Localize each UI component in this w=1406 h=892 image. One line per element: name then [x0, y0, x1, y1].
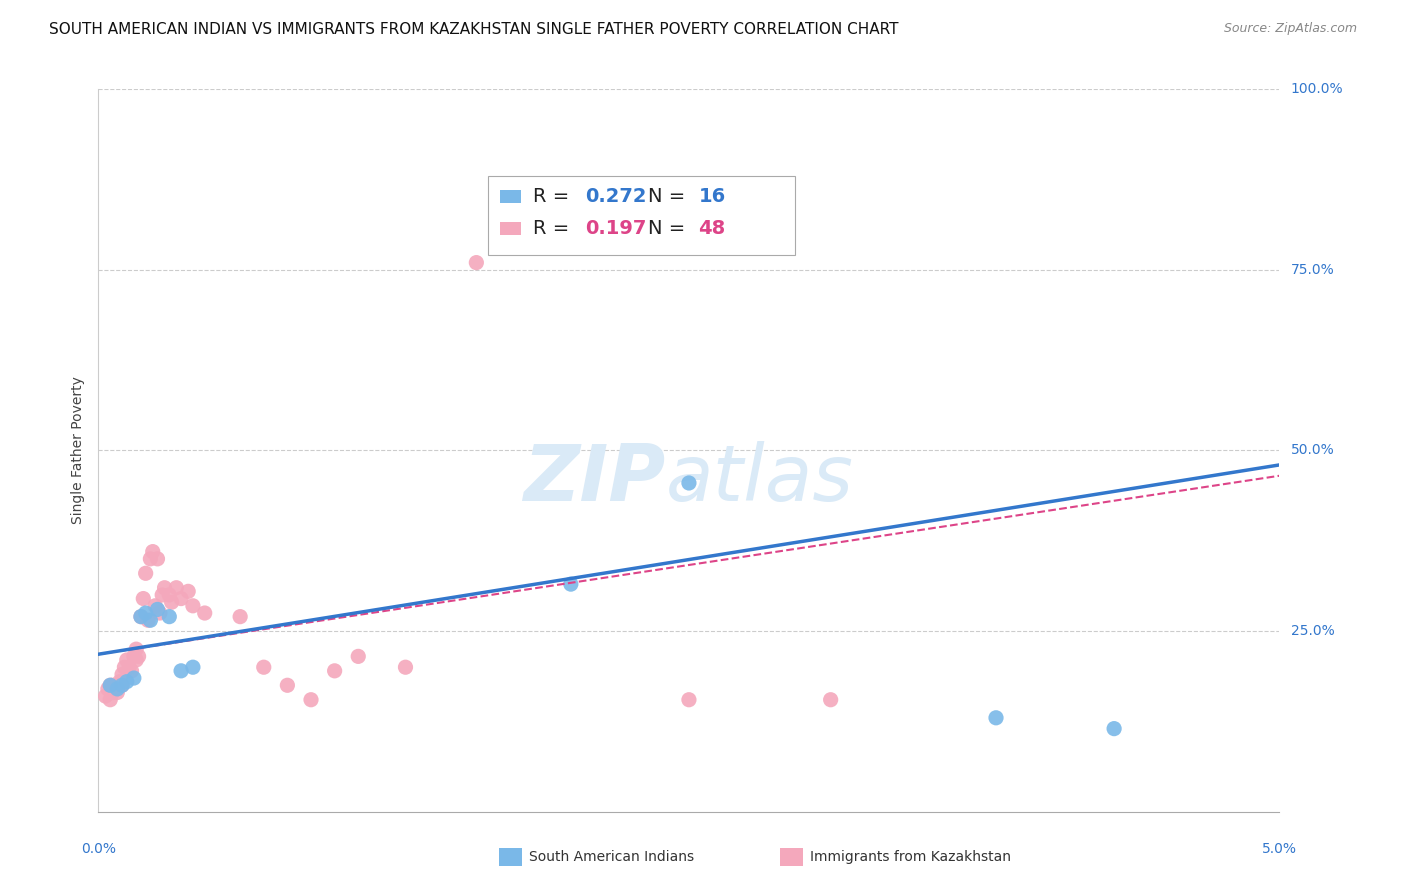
Point [105, 681, 128, 696]
Point [139, 613, 162, 627]
Point [129, 609, 152, 624]
Point [125, 642, 148, 657]
Point [984, 711, 1007, 725]
Point [465, 255, 488, 269]
Point [128, 649, 150, 664]
Point [170, 591, 193, 606]
Point [1102, 722, 1125, 736]
Point [560, 577, 582, 591]
Point [132, 591, 155, 606]
Text: R =: R = [533, 219, 575, 238]
Point [108, 674, 131, 689]
Point [118, 660, 141, 674]
Point [101, 685, 124, 699]
Text: 5.0%: 5.0% [1263, 842, 1296, 856]
Point [135, 566, 157, 581]
Point [146, 602, 169, 616]
Text: SOUTH AMERICAN INDIAN VS IMMIGRANTS FROM KAZAKHSTAN SINGLE FATHER POVERTY CORREL: SOUTH AMERICAN INDIAN VS IMMIGRANTS FROM… [49, 22, 898, 37]
Point [97, 681, 120, 696]
Text: R =: R = [533, 186, 575, 206]
Text: Source: ZipAtlas.com: Source: ZipAtlas.com [1223, 22, 1357, 36]
Point [394, 660, 416, 674]
Point [157, 588, 180, 602]
Point [139, 551, 162, 566]
Point [94, 689, 117, 703]
Text: South American Indians: South American Indians [529, 850, 693, 864]
Point [112, 660, 135, 674]
Point [160, 595, 183, 609]
Point [111, 667, 134, 681]
Point [136, 613, 159, 627]
FancyBboxPatch shape [501, 190, 522, 202]
Point [111, 678, 134, 692]
Y-axis label: Single Father Poverty: Single Father Poverty [72, 376, 86, 524]
Text: 0.272: 0.272 [585, 186, 647, 206]
Point [129, 609, 152, 624]
Point [125, 653, 148, 667]
Text: 50.0%: 50.0% [1291, 443, 1334, 458]
Text: 0.197: 0.197 [585, 219, 647, 238]
Point [253, 660, 276, 674]
Text: 16: 16 [699, 186, 725, 206]
Point [105, 685, 128, 699]
Point [170, 664, 193, 678]
Point [143, 599, 166, 613]
Point [276, 678, 298, 692]
FancyBboxPatch shape [488, 176, 796, 255]
Point [98, 692, 121, 706]
Point [153, 581, 176, 595]
Text: 100.0%: 100.0% [1291, 82, 1343, 96]
Point [121, 664, 143, 678]
Text: atlas: atlas [665, 442, 853, 517]
Point [347, 649, 370, 664]
Point [194, 606, 217, 620]
Text: Immigrants from Kazakhstan: Immigrants from Kazakhstan [810, 850, 1011, 864]
Point [678, 692, 700, 706]
Point [229, 609, 252, 624]
Point [678, 475, 700, 490]
Point [101, 678, 124, 692]
Point [146, 551, 169, 566]
Text: 75.0%: 75.0% [1291, 263, 1334, 277]
Point [820, 692, 842, 706]
Point [157, 609, 180, 624]
Point [150, 588, 173, 602]
Text: 0.0%: 0.0% [82, 842, 115, 856]
Point [142, 544, 165, 558]
Text: N =: N = [648, 186, 692, 206]
Text: 25.0%: 25.0% [1291, 624, 1334, 638]
Point [104, 681, 127, 696]
Text: N =: N = [648, 219, 692, 238]
Point [135, 606, 157, 620]
Point [323, 664, 346, 678]
Point [98, 678, 121, 692]
Point [115, 674, 138, 689]
Point [165, 581, 187, 595]
Point [299, 692, 322, 706]
Point [149, 606, 172, 620]
Point [115, 653, 138, 667]
Point [111, 678, 134, 692]
Text: 48: 48 [699, 219, 725, 238]
Point [98, 678, 121, 692]
Point [181, 660, 204, 674]
FancyBboxPatch shape [501, 222, 522, 235]
Point [105, 678, 128, 692]
Point [122, 671, 145, 685]
Point [181, 599, 204, 613]
Point [177, 584, 200, 599]
Point [122, 649, 145, 664]
Text: ZIP: ZIP [523, 442, 665, 517]
